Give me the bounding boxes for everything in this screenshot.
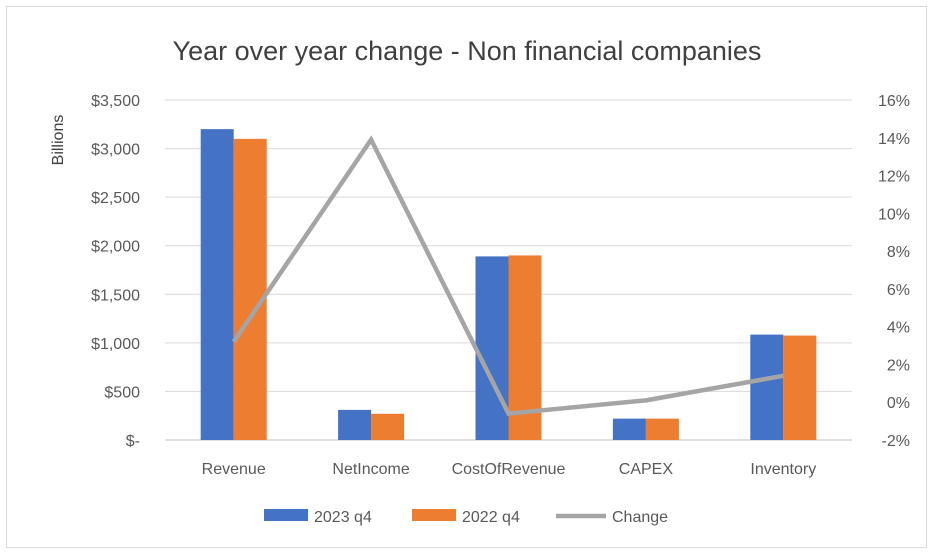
line-series bbox=[231, 135, 784, 416]
x-tick-label: Revenue bbox=[202, 461, 266, 478]
y2-tick-label: 2% bbox=[887, 357, 910, 374]
y2-tick-label: -2% bbox=[882, 433, 910, 450]
legend-swatch bbox=[412, 509, 456, 521]
bar-series bbox=[200, 129, 817, 440]
y-tick-label: $2,500 bbox=[91, 190, 140, 207]
y2-tick-label: 6% bbox=[887, 282, 910, 299]
y2-tick-label: 12% bbox=[878, 169, 910, 186]
chart-title: Year over year change - Non financial co… bbox=[173, 36, 762, 66]
y2-tick-label: 0% bbox=[887, 395, 910, 412]
y2-tick-label: 10% bbox=[878, 206, 910, 223]
y2-tick-label: 8% bbox=[887, 244, 910, 261]
y-tick-label: $500 bbox=[104, 384, 140, 401]
line-change bbox=[231, 135, 784, 416]
legend-label: 2022 q4 bbox=[462, 509, 520, 526]
bar-2023-q4-revenue bbox=[200, 129, 234, 440]
y2-tick-label: 16% bbox=[878, 93, 910, 110]
bar-2023-q4-inventory bbox=[750, 334, 784, 440]
x-tick-label: CAPEX bbox=[619, 461, 674, 478]
y-axis-right: 16% 14% 12% 10% 8% 6% 4% 2% 0% -2% bbox=[878, 93, 910, 450]
x-axis: Revenue NetIncome CostOfRevenue CAPEX Invent… bbox=[202, 461, 817, 478]
y-axis-title: Billions bbox=[50, 115, 67, 166]
y-tick-label: $- bbox=[126, 433, 140, 450]
legend: 2023 q4 2022 q4 Change bbox=[264, 509, 668, 526]
bar-2022-q4-revenue bbox=[233, 138, 267, 440]
bar-2022-q4-netincome bbox=[371, 413, 405, 440]
bar-2022-q4-capex bbox=[645, 418, 679, 440]
bar-2022-q4-inventory bbox=[783, 335, 817, 440]
x-tick-label: NetIncome bbox=[332, 461, 409, 478]
chart-container bbox=[6, 6, 927, 548]
x-tick-label: CostOfRevenue bbox=[452, 461, 566, 478]
y2-tick-label: 14% bbox=[878, 131, 910, 148]
y-tick-label: $1,000 bbox=[91, 336, 140, 353]
y-tick-label: $3,500 bbox=[91, 93, 140, 110]
bar-2023-q4-capex bbox=[612, 418, 646, 440]
y-tick-label: $1,500 bbox=[91, 287, 140, 304]
y2-tick-label: 4% bbox=[887, 320, 910, 337]
bar-2023-q4-costofrevenue bbox=[475, 256, 509, 440]
y-tick-label: $3,000 bbox=[91, 142, 140, 159]
legend-swatch bbox=[264, 509, 308, 521]
y-axis-left: $3,500 $3,000 $2,500 $2,000 $1,500 $1,000 $500… bbox=[91, 93, 140, 450]
bar-2023-q4-netincome bbox=[338, 409, 372, 440]
x-tick-label: Inventory bbox=[750, 461, 816, 478]
legend-label: Change bbox=[612, 509, 668, 526]
y-tick-label: $2,000 bbox=[91, 239, 140, 256]
legend-label: 2023 q4 bbox=[314, 509, 372, 526]
